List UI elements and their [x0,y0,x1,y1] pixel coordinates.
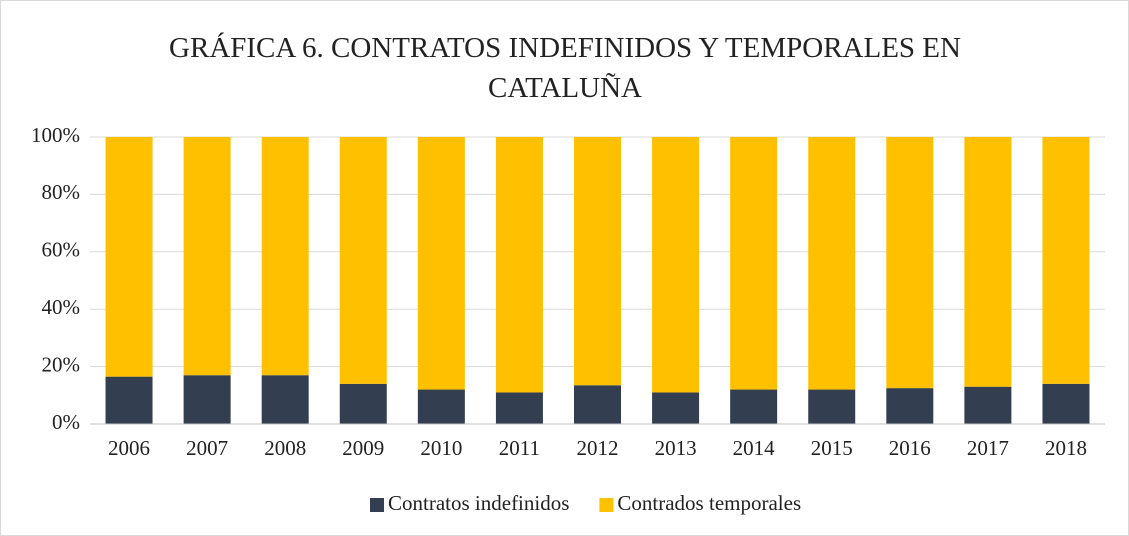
x-tick-label: 2014 [733,436,776,460]
bar-segment [574,137,621,386]
bar-segment [105,376,153,424]
y-tick-label: 0% [52,410,80,434]
bar-segment [261,137,309,376]
bar-segment [417,137,465,390]
x-tick-label: 2007 [186,436,228,460]
bar-segment [339,137,387,384]
x-tick-label: 2008 [264,436,306,460]
bar-segment [495,137,543,393]
bar-segment [495,392,543,424]
bar-segment [339,383,387,424]
x-tick-label: 2013 [655,436,697,460]
x-tick-label: 2016 [889,436,931,460]
x-tick-label: 2010 [420,436,462,460]
legend-swatch [370,498,384,512]
bar-segment [652,137,700,393]
y-tick-label: 60% [42,238,81,262]
bar-segment [261,375,309,424]
bar-segment [574,385,621,424]
bar-segment [417,389,465,424]
x-tick-label: 2012 [577,436,619,460]
bar-segment [808,389,856,424]
chart-title: GRÁFICA 6. CONTRATOS INDEFINIDOS Y TEMPO… [169,32,961,104]
bar-segment [105,137,153,377]
bar-segment [730,137,778,390]
x-tick-label: 2009 [342,436,384,460]
legend-label: Contratos indefinidos [388,491,569,515]
bar-segment [886,388,934,424]
bar-segment [183,375,231,424]
y-tick-label: 100% [31,123,80,147]
bar-segment [183,137,231,376]
bar-segment [964,137,1012,387]
x-tick-label: 2017 [967,436,1009,460]
x-tick-label: 2018 [1045,436,1087,460]
y-tick-label: 20% [42,352,81,376]
bar-segment [652,392,700,424]
legend-swatch [599,498,614,512]
y-tick-label: 80% [42,180,81,204]
bar-segment [886,137,934,389]
bar-segment [730,389,778,424]
bar-segment [1042,137,1090,384]
bar-segment [808,137,856,390]
x-tick-label: 2015 [811,436,853,460]
y-tick-label: 40% [42,295,81,319]
x-tick-label: 2011 [499,436,540,460]
bar-segment [1042,383,1090,424]
x-tick-label: 2006 [108,436,150,460]
legend-label: Contrados temporales [617,491,801,515]
bar-segment [964,386,1012,424]
